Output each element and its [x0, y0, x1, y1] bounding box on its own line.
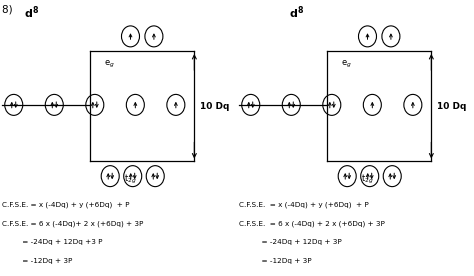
Text: e$_g$: e$_g$ — [341, 59, 351, 70]
Text: 8): 8) — [2, 4, 16, 14]
Text: = -12Dq + 3P: = -12Dq + 3P — [239, 258, 312, 264]
Text: = -24Dq + 12Dq + 3P: = -24Dq + 12Dq + 3P — [239, 239, 342, 245]
Text: C.F.S.E.  = x (-4Dq) + y (+6Dq)  + P: C.F.S.E. = x (-4Dq) + y (+6Dq) + P — [239, 201, 369, 208]
Text: C.F.S.E. = x (-4Dq) + y (+6Dq)  + P: C.F.S.E. = x (-4Dq) + y (+6Dq) + P — [2, 201, 130, 208]
Text: $\mathbf{d^8}$: $\mathbf{d^8}$ — [289, 4, 304, 21]
Text: C.F.S.E.  = 6 x (-4Dq) + 2 x (+6Dq) + 3P: C.F.S.E. = 6 x (-4Dq) + 2 x (+6Dq) + 3P — [239, 220, 385, 227]
Text: t$_{2g}$: t$_{2g}$ — [361, 173, 374, 186]
Text: 10 Dq: 10 Dq — [437, 102, 466, 111]
Text: = -24Dq + 12Dq +3 P: = -24Dq + 12Dq +3 P — [2, 239, 103, 245]
Text: 10 Dq: 10 Dq — [200, 102, 229, 111]
Text: C.F.S.E. = 6 x (-4Dq)+ 2 x (+6Dq) + 3P: C.F.S.E. = 6 x (-4Dq)+ 2 x (+6Dq) + 3P — [2, 220, 144, 227]
Text: = -12Dq + 3P: = -12Dq + 3P — [2, 258, 73, 264]
Text: e$_g$: e$_g$ — [104, 59, 114, 70]
Text: $\mathbf{d^8}$: $\mathbf{d^8}$ — [24, 4, 39, 21]
Text: t$_{2g}$: t$_{2g}$ — [124, 173, 137, 186]
